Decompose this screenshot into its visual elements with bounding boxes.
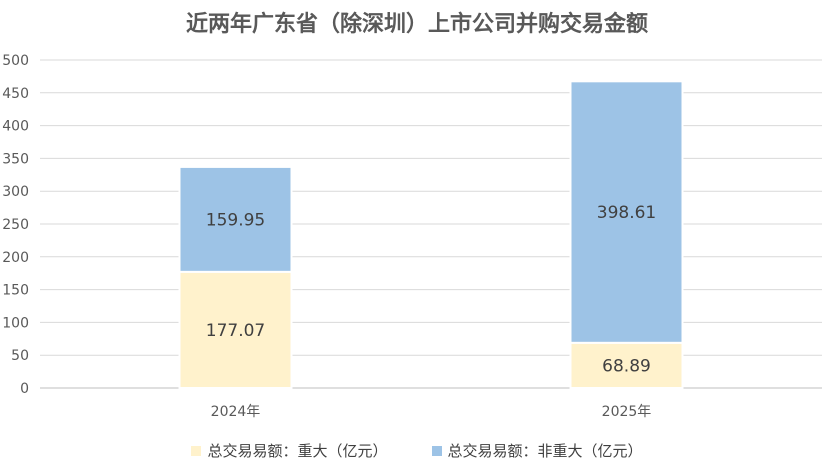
y-tick-label: 0	[20, 381, 29, 397]
bar-segment-non-major	[569, 80, 684, 344]
bar-segment-non-major	[178, 165, 293, 273]
y-tick-label: 250	[2, 217, 29, 233]
legend-label: 总交易易额：重大（亿元）	[207, 442, 388, 460]
data-label: 177.07	[206, 321, 265, 341]
data-label: 398.61	[597, 203, 656, 223]
y-tick-label: 100	[2, 315, 29, 331]
data-label: 68.89	[602, 356, 651, 376]
y-tick-label: 200	[2, 250, 29, 266]
x-tick-label: 2025年	[602, 404, 652, 420]
plot-area: 0 50 100 150 200 250 300 350 400 450 500 177.07 159.…	[2, 53, 822, 420]
bar-segment-major	[569, 341, 684, 390]
y-tick-label: 350	[2, 151, 29, 167]
data-label: 159.95	[206, 210, 265, 230]
legend: 总交易易额：重大（亿元） 总交易易额：非重大（亿元）	[0, 440, 834, 461]
y-tick-label: 150	[2, 283, 29, 299]
legend-label: 总交易易额：非重大（亿元）	[447, 442, 643, 460]
x-tick-label: 2024年	[211, 404, 261, 420]
bar-segment-major	[178, 270, 293, 389]
legend-swatch	[191, 445, 202, 456]
y-tick-label: 400	[2, 119, 29, 135]
legend-swatch	[431, 445, 442, 456]
y-tick-label: 500	[2, 53, 29, 69]
legend-item: 总交易易额：重大（亿元）	[191, 440, 388, 461]
y-tick-label: 50	[11, 348, 29, 364]
legend-item: 总交易易额：非重大（亿元）	[431, 440, 643, 461]
chart-title: 近两年广东省（除深圳）上市公司并购交易金额	[185, 11, 648, 37]
y-tick-label: 450	[2, 86, 29, 102]
y-tick-label: 300	[2, 184, 29, 200]
